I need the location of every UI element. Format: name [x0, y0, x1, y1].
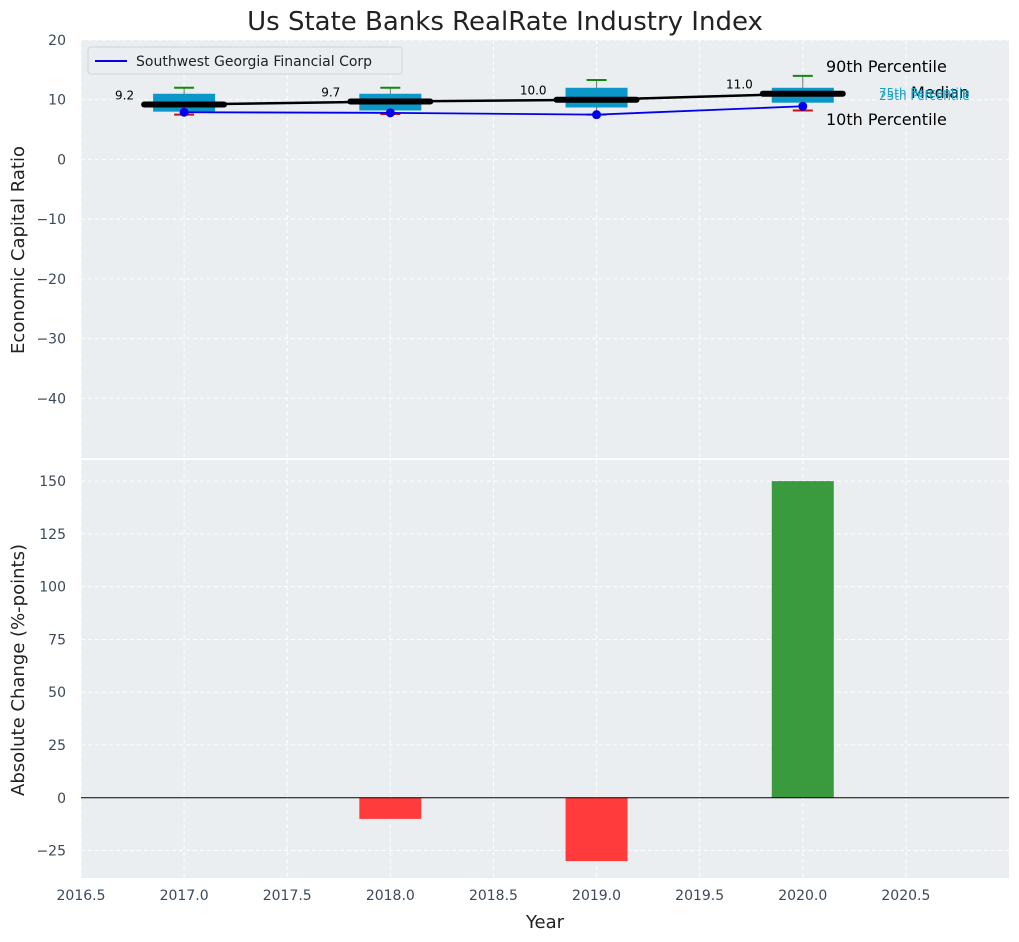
top-y-tick-label: −40: [36, 391, 66, 407]
top-y-ticks: 20 10 0 −10 −20 −30 −40: [36, 33, 66, 407]
annotation-p25: 25th Percentile: [879, 89, 970, 103]
annotation-median: Median: [911, 83, 969, 102]
top-plot-area: [81, 40, 1009, 458]
bottom-y-tick-label: 75: [48, 632, 66, 648]
x-tick-label: 2020.5: [881, 888, 930, 904]
bottom-y-tick-label: 100: [39, 580, 66, 596]
legend-box: [87, 46, 403, 75]
x-tick-label: 2018.0: [366, 888, 415, 904]
top-y-axis-label: Economic Capital Ratio: [8, 146, 29, 354]
bottom-plot-area: [81, 460, 1009, 878]
bottom-y-tick-label: 125: [39, 527, 66, 543]
change-bar: [565, 797, 628, 862]
median-value-label: 9.2: [115, 88, 134, 102]
company-series: [179, 101, 808, 120]
company-point: [798, 101, 808, 111]
bottom-y-tick-label: 150: [39, 474, 66, 490]
x-tick-label: 2019.0: [572, 888, 621, 904]
bottom-y-axis-label: Absolute Change (%-points): [8, 544, 29, 796]
top-y-tick-label: 0: [57, 152, 66, 168]
top-y-tick-label: −20: [36, 272, 66, 288]
median-value-label: 9.7: [321, 86, 340, 100]
top-y-tick-label: 20: [48, 33, 66, 49]
median-trend-line: [184, 92, 803, 106]
change-bar: [359, 797, 422, 819]
company-point: [385, 108, 395, 118]
company-point: [592, 110, 602, 120]
change-bar: [771, 481, 834, 798]
annotation-p75: 75th Percentile: [879, 86, 970, 100]
top-y-tick-label: 10: [48, 93, 66, 109]
bottom-y-tick-label: 0: [57, 791, 66, 807]
x-tick-label: 2016.5: [57, 888, 106, 904]
median-value-label: 11.0: [726, 78, 753, 92]
x-tick-label: 2019.5: [675, 888, 724, 904]
legend: Southwest Georgia Financial Corp: [87, 46, 403, 75]
change-bars: [359, 481, 834, 862]
x-tick-label: 2020.0: [778, 888, 827, 904]
company-point: [179, 107, 189, 117]
company-line: [184, 105, 803, 116]
bottom-grid: [80, 460, 1009, 878]
chart-title: Us State Banks RealRate Industry Index: [247, 7, 763, 37]
x-tick-label: 2017.5: [263, 888, 312, 904]
bottom-y-tick-label: 50: [48, 685, 66, 701]
median-value-label: 10.0: [520, 84, 547, 98]
annotation-p90: 90th Percentile: [826, 57, 947, 76]
bottom-y-ticks: 150 125 100 75 50 25 0 −25: [36, 474, 66, 859]
x-ticks: 2016.5 2017.0 2017.5 2018.0 2018.5 2019.0 2019…: [57, 888, 931, 904]
x-axis-label: Year: [525, 912, 565, 933]
top-y-tick-label: −30: [36, 332, 66, 348]
top-y-tick-label: −10: [36, 212, 66, 228]
median-labels: 9.2 9.7 10.0 11.0: [115, 78, 753, 103]
bottom-y-tick-label: 25: [48, 738, 66, 754]
bottom-y-tick-label: −25: [36, 844, 66, 860]
x-tick-label: 2017.0: [160, 888, 209, 904]
x-tick-label: 2018.5: [469, 888, 518, 904]
annotation-p10: 10th Percentile: [826, 110, 947, 129]
legend-entry: Southwest Georgia Financial Corp: [136, 54, 372, 70]
